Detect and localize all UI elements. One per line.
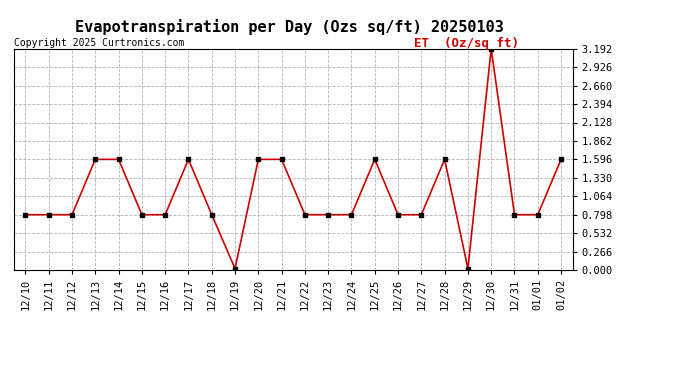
Text: ET  (Oz/sq ft): ET (Oz/sq ft) [414, 38, 519, 51]
Text: Copyright 2025 Curtronics.com: Copyright 2025 Curtronics.com [14, 38, 184, 48]
Text: Evapotranspiration per Day (Ozs sq/ft) 20250103: Evapotranspiration per Day (Ozs sq/ft) 2… [75, 19, 504, 35]
